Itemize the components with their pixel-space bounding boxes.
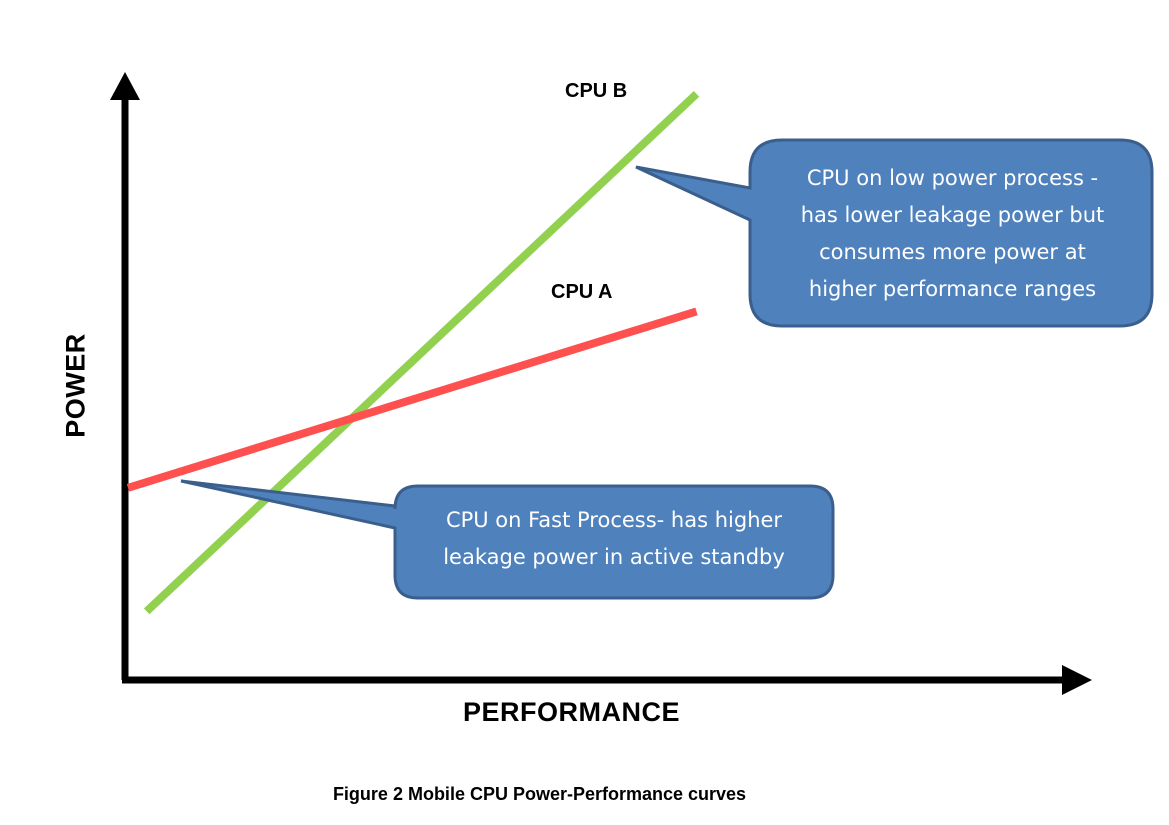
callout-cpu-a-line: CPU on Fast Process- has higher (445, 508, 783, 532)
callout-cpu-b-line: CPU on low power process - (806, 166, 1099, 190)
series-line-cpu-b (143, 90, 700, 615)
callout-cpu-a (180, 479, 835, 600)
callout-cpu-b-text: CPU on low power process - has lower lea… (760, 160, 1145, 308)
x-axis-title: PERFORMANCE (463, 697, 681, 727)
series-line-cpu-a (126, 307, 698, 492)
y-axis-title: POWER (60, 333, 91, 438)
callout-cpu-b (635, 138, 1154, 328)
callout-cpu-b-line: has lower leakage power but (800, 203, 1105, 227)
figure-caption: Figure 2 Mobile CPU Power-Performance cu… (332, 784, 747, 804)
callout-cpu-a-shape (180, 479, 835, 600)
series-label-cpu-b: CPU B (565, 80, 628, 102)
callout-cpu-b-shape (635, 138, 1154, 328)
callout-cpu-b-line: higher performance ranges (808, 277, 1097, 301)
callout-cpu-b-line: consumes more power at (819, 240, 1086, 264)
callout-cpu-a-line: leakage power in active standby (443, 545, 785, 569)
callout-cpu-a-text: CPU on Fast Process- has higher leakage … (404, 502, 824, 576)
series-label-cpu-a: CPU A (551, 281, 613, 303)
x-axis-arrow (1062, 665, 1092, 695)
y-axis-arrow (110, 72, 140, 100)
